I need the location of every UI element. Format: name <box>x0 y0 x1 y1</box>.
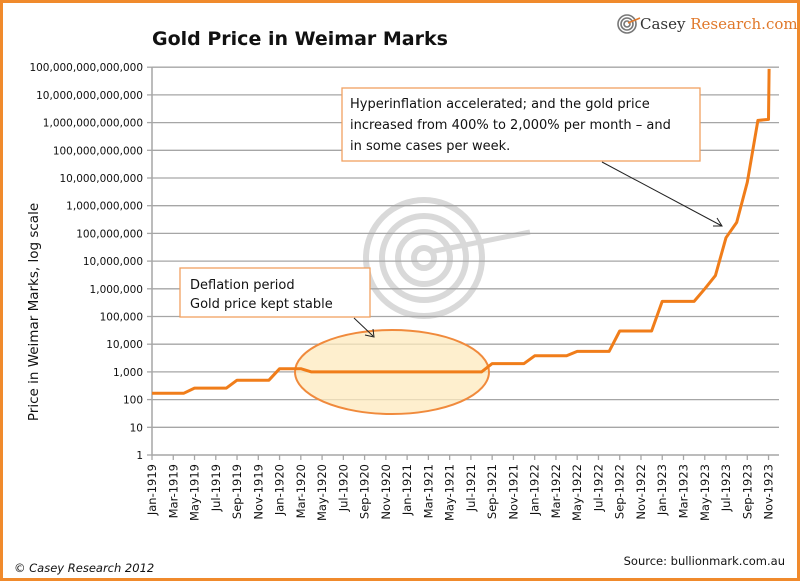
x-axis: Jan-1919 Mar-1919 May-1919 Jul-1919 Sep-1919… <box>145 67 779 521</box>
target-spiral-icon <box>617 14 641 34</box>
hyperinflation-annotation: Hyperinflation accelerated; and the gold… <box>341 87 723 227</box>
y-tick-label: 10,000 <box>106 339 143 351</box>
y-axis-label: Price in Weimar Marks, log scale <box>26 203 42 421</box>
x-tick-label: Jul-1923 <box>719 464 733 512</box>
y-tick-label: 1,000 <box>113 367 143 379</box>
y-tick-labels: 1 10 100 1,000 10,000 100,000 1,000,000 10,000,… <box>29 62 143 462</box>
x-tick-label: Sep-1923 <box>740 464 754 519</box>
gold-price-line <box>152 68 771 395</box>
watermark-logo-icon <box>363 197 531 319</box>
deflation-annotation-box <box>179 267 371 318</box>
y-tick-label: 1,000,000,000 <box>66 201 143 213</box>
hyperinflation-arrowhead-icon <box>713 217 723 227</box>
x-tick-label: Jan-1921 <box>400 464 414 516</box>
y-tick-label: 100,000,000 <box>76 228 143 240</box>
x-tick-label: Mar-1922 <box>549 464 563 518</box>
x-tick-label: Jul-1919 <box>209 464 223 512</box>
y-tick-label: 100,000,000,000 <box>53 145 143 157</box>
x-tick-label: Sep-1922 <box>613 464 627 519</box>
x-tick-label: Jul-1921 <box>464 464 478 512</box>
deflation-arrowhead-icon <box>364 328 375 338</box>
x-tick-label: Nov-1921 <box>506 464 520 520</box>
y-tick-label: 1 <box>136 450 143 462</box>
deflation-annotation-line-1: Deflation period <box>190 278 295 293</box>
y-tick-label: 10,000,000 <box>83 256 143 268</box>
deflation-annotation: Deflation period Gold price kept stable <box>179 267 375 338</box>
x-tick-label: Mar-1920 <box>294 464 308 518</box>
copyright-text: © Casey Research 2012 <box>14 561 154 575</box>
y-tick-label: 100,000,000,000,000 <box>29 62 143 74</box>
y-tick-label: 1,000,000 <box>90 284 143 296</box>
deflation-arrow <box>353 317 374 337</box>
x-tick-label: Nov-1922 <box>634 464 648 520</box>
x-tick-label: Jan-1923 <box>655 464 669 516</box>
x-tick-label: Jan-1922 <box>528 464 542 516</box>
x-tick-label: Sep-1920 <box>358 464 372 519</box>
hyperinflation-annotation-line-2: increased from 400% to 2,000% per month … <box>350 118 671 133</box>
hyperinflation-arrow <box>601 161 723 227</box>
x-tick-label: Mar-1923 <box>677 464 691 518</box>
y-tick-label: 10,000,000,000 <box>60 173 144 185</box>
x-tick-label: May-1922 <box>570 464 584 521</box>
x-tick-label: Jul-1920 <box>336 464 350 512</box>
y-tick-label: 1,000,000,000,000 <box>43 118 143 130</box>
x-tick-label: Jul-1922 <box>591 464 605 512</box>
source-text: Source: bullionmark.com.au <box>624 554 785 568</box>
hyperinflation-annotation-box <box>341 87 701 162</box>
x-tick-label: Mar-1921 <box>421 464 435 518</box>
x-tick-label: Sep-1921 <box>485 464 499 519</box>
x-tick-label: Jan-1920 <box>273 464 287 516</box>
deflation-annotation-line-2: Gold price kept stable <box>190 297 333 312</box>
x-tick-label: Nov-1923 <box>762 464 776 520</box>
x-tick-label: May-1921 <box>443 464 457 521</box>
x-tick-label: May-1923 <box>698 464 712 521</box>
x-tick-label: May-1919 <box>188 464 202 521</box>
chart-title: Gold Price in Weimar Marks <box>152 28 448 50</box>
hyperinflation-annotation-line-3: in some cases per week. <box>350 139 510 154</box>
y-tick-label: 10 <box>130 422 143 434</box>
brand-logo: Casey Research.com <box>617 14 798 34</box>
x-tick-label: Nov-1919 <box>251 464 265 520</box>
y-tick-label: 100,000 <box>100 312 143 324</box>
brand-name: Casey Research.com <box>640 15 798 33</box>
x-tick-label: May-1920 <box>315 464 329 521</box>
x-tick-label: Nov-1920 <box>379 464 393 520</box>
x-tick-label: Jan-1919 <box>145 464 159 516</box>
y-tick-label: 10,000,000,000,000 <box>36 90 143 102</box>
hyperinflation-annotation-line-1: Hyperinflation accelerated; and the gold… <box>350 97 650 112</box>
y-tick-label: 100 <box>123 395 143 407</box>
x-tick-label: Mar-1919 <box>166 464 180 518</box>
x-tick-label: Sep-1919 <box>230 464 244 519</box>
